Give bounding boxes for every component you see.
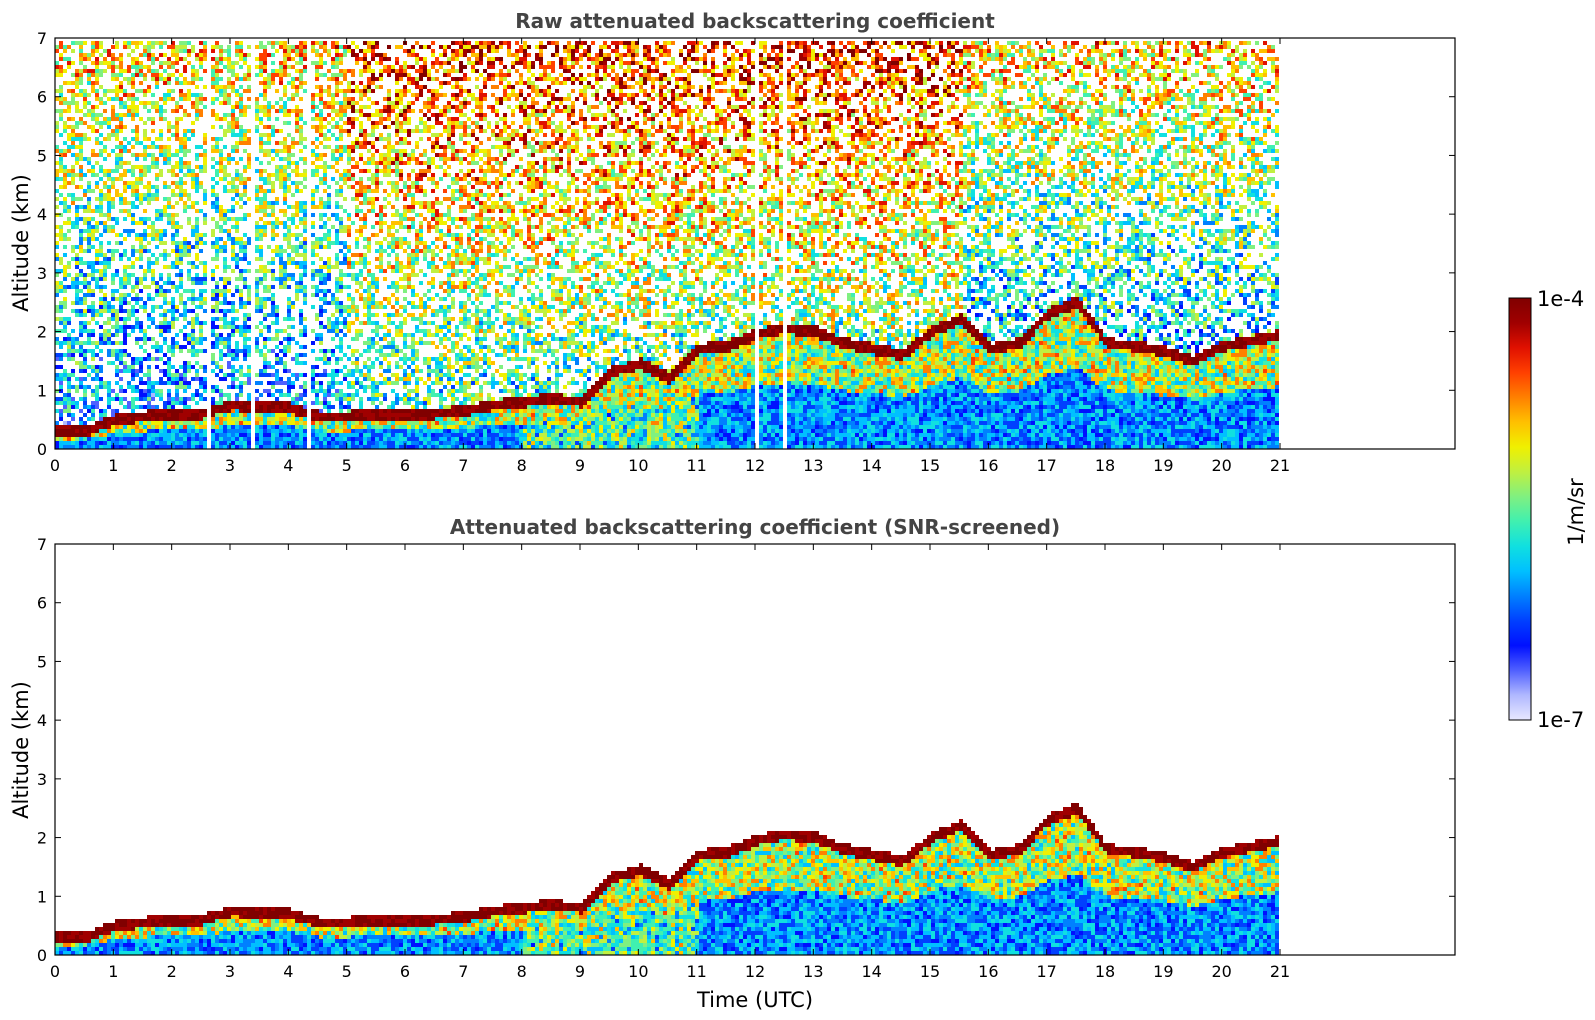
colorbar-max-label: 1e-4 <box>1537 287 1584 311</box>
x-tick-label: 21 <box>1270 456 1290 475</box>
y-tick-label: 4 <box>37 205 47 224</box>
panel-screened-ylabel: Altitude (km) <box>9 681 33 819</box>
y-tick-label: 3 <box>37 770 47 789</box>
y-tick-label: 3 <box>37 264 47 283</box>
x-tick-label: 2 <box>167 456 177 475</box>
x-tick-label: 10 <box>628 456 648 475</box>
x-tick-label: 13 <box>803 962 823 981</box>
y-tick-label: 1 <box>37 887 47 906</box>
panel-raw-x-ticks: 0 1 2 3 4 5 6 7 8 9 10 11 12 13 14 15 16 17 18 19 20 21 <box>50 38 1290 475</box>
panel-screened-heatmap <box>55 803 1279 955</box>
panel-raw-y-ticks: 0 1 2 3 4 5 6 7 <box>37 29 1455 459</box>
x-tick-label: 6 <box>400 962 410 981</box>
x-tick-label: 19 <box>1153 962 1173 981</box>
y-tick-label: 0 <box>37 946 47 965</box>
x-tick-label: 17 <box>1036 962 1056 981</box>
x-tick-label: 1 <box>108 456 118 475</box>
x-tick-label: 21 <box>1270 962 1290 981</box>
colorbar-min-label: 1e-7 <box>1537 708 1584 732</box>
x-tick-label: 12 <box>745 962 765 981</box>
x-tick-label: 9 <box>575 962 585 981</box>
panel-screened-xlabel: Time (UTC) <box>696 988 813 1012</box>
x-tick-label: 17 <box>1036 456 1056 475</box>
x-tick-label: 20 <box>1211 456 1231 475</box>
x-tick-label: 8 <box>517 962 527 981</box>
panel-screened-title: Attenuated backscattering coefficient (S… <box>450 515 1060 539</box>
x-tick-label: 2 <box>167 962 177 981</box>
colorbar-unit-label: 1/m/sr <box>1564 478 1588 546</box>
y-tick-label: 2 <box>37 829 47 848</box>
x-tick-label: 15 <box>920 456 940 475</box>
panel-screened: Attenuated backscattering coefficient (S… <box>9 515 1456 1012</box>
y-tick-label: 5 <box>37 146 47 165</box>
x-tick-label: 15 <box>920 962 940 981</box>
x-tick-label: 20 <box>1211 962 1231 981</box>
y-tick-label: 5 <box>37 652 47 671</box>
x-tick-label: 14 <box>861 456 881 475</box>
x-tick-label: 18 <box>1095 962 1115 981</box>
x-tick-label: 16 <box>978 962 998 981</box>
y-tick-label: 6 <box>37 88 47 107</box>
x-tick-label: 18 <box>1095 456 1115 475</box>
y-tick-label: 7 <box>37 29 47 48</box>
x-tick-label: 3 <box>225 962 235 981</box>
panel-raw: Raw attenuated backscattering coefficien… <box>9 9 1456 475</box>
y-tick-label: 2 <box>37 323 47 342</box>
colorbar-bar <box>1508 297 1532 721</box>
y-tick-label: 1 <box>37 381 47 400</box>
y-tick-label: 6 <box>37 594 47 613</box>
x-tick-label: 7 <box>458 456 468 475</box>
x-tick-label: 7 <box>458 962 468 981</box>
x-tick-label: 0 <box>50 962 60 981</box>
x-tick-label: 9 <box>575 456 585 475</box>
x-tick-label: 5 <box>342 962 352 981</box>
x-tick-label: 0 <box>50 456 60 475</box>
x-tick-label: 12 <box>745 456 765 475</box>
y-tick-label: 7 <box>37 535 47 554</box>
x-tick-label: 6 <box>400 456 410 475</box>
x-tick-label: 4 <box>283 456 293 475</box>
panel-screened-x-ticks: 0 1 2 3 4 5 6 7 8 9 10 11 12 13 14 15 16 17 18 19 20 21 <box>50 544 1290 981</box>
x-tick-label: 13 <box>803 456 823 475</box>
x-tick-label: 1 <box>108 962 118 981</box>
x-tick-label: 11 <box>686 962 706 981</box>
x-tick-label: 14 <box>861 962 881 981</box>
panel-raw-heatmap <box>55 41 1279 449</box>
panel-raw-title: Raw attenuated backscattering coefficien… <box>515 9 995 33</box>
panel-raw-ylabel: Altitude (km) <box>9 174 33 312</box>
x-tick-label: 11 <box>686 456 706 475</box>
y-tick-label: 0 <box>37 440 47 459</box>
colorbar: 1e-4 1e-7 1/m/sr <box>1508 287 1588 732</box>
x-tick-label: 5 <box>342 456 352 475</box>
y-tick-label: 4 <box>37 711 47 730</box>
panel-screened-y-ticks: 0 1 2 3 4 5 6 7 <box>37 535 1455 965</box>
x-tick-label: 19 <box>1153 456 1173 475</box>
x-tick-label: 4 <box>283 962 293 981</box>
x-tick-label: 8 <box>517 456 527 475</box>
x-tick-label: 10 <box>628 962 648 981</box>
x-tick-label: 3 <box>225 456 235 475</box>
x-tick-label: 16 <box>978 456 998 475</box>
